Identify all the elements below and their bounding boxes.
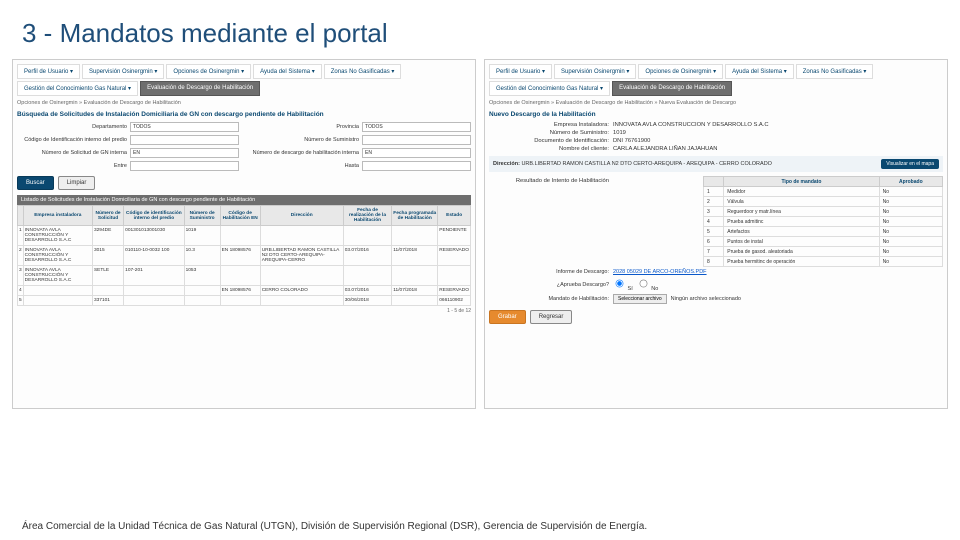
table-row: 5ArtefactosNo — [704, 227, 943, 237]
input-desde[interactable] — [130, 161, 239, 171]
lbl-suministro: Número de Suministro — [249, 137, 359, 143]
lbl-depto: Departamento — [17, 124, 127, 130]
view-map-button[interactable]: Visualizar en el mapa — [881, 159, 939, 169]
pager: 1 - 5 de 12 — [17, 308, 471, 314]
info-line: Nombre del cliente:CARLA ALEJANDRA LIÑAN… — [489, 146, 943, 152]
col-header: Empresa instaladora — [23, 206, 92, 226]
results-table: Empresa instaladoraNúmero de SolicitudCó… — [17, 205, 471, 306]
breadcrumb-left: Opciones de Osinergmin » Evaluación de D… — [17, 100, 471, 106]
menu-zonas[interactable]: Zonas No Gasificadas ▾ — [324, 64, 402, 79]
buscar-button[interactable]: Buscar — [17, 176, 54, 190]
table-row: 6Puntos de instalNo — [704, 237, 943, 247]
col-header: Aprobado — [879, 177, 942, 187]
table-row: 3Reguerdoor y matr.líneaNo — [704, 207, 943, 217]
table-row[interactable]: 4EN 18098576CERRO COLORADO03.07/201611/0… — [18, 286, 471, 296]
lbl-prov: Provincia — [249, 124, 359, 130]
table-row: 8Prueba hermitinc de operaciónNo — [704, 257, 943, 267]
lbl-entre: Entre — [17, 163, 127, 169]
page-title: 3 - Mandatos mediante el portal — [0, 0, 960, 59]
menu-supervision[interactable]: Supervisión Osinergmin ▾ — [82, 64, 164, 79]
menu-ayuda[interactable]: Ayuda del Sistema ▾ — [253, 64, 322, 79]
table-row[interactable]: 1INNOVATA AVLA CONSTRUCCIÓN Y DESARROLLO… — [18, 226, 471, 246]
input-descargo[interactable]: EN — [362, 148, 471, 158]
limpiar-button[interactable]: Limpiar — [58, 176, 96, 190]
mandato-label: Mandato de Habilitación: — [489, 296, 609, 302]
input-hasta[interactable] — [362, 161, 471, 171]
lbl-codigo: Código de Identificación interno del pre… — [17, 137, 127, 143]
input-suministro[interactable] — [362, 135, 471, 145]
menu-opciones-r[interactable]: Opciones de Osinergmin ▾ — [638, 64, 723, 79]
menu-opciones[interactable]: Opciones de Osinergmin ▾ — [166, 64, 251, 79]
right-section-title: Nuevo Descargo de la Habilitación — [489, 111, 943, 118]
addr-text: URB.LIBERTAD RAMON CASTILLA N2 DTO CERTO… — [521, 161, 772, 167]
addr-label: Dirección: — [493, 161, 520, 167]
lbl-descargo: Número de descargo de habilitación inter… — [249, 150, 359, 156]
footer-text: Área Comercial de la Unidad Técnica de G… — [22, 521, 647, 532]
col-header: Código de Habilitación EN — [220, 206, 260, 226]
input-solicitud[interactable]: EN — [130, 148, 239, 158]
col-header: Tipo de mandato — [724, 177, 879, 187]
file-none-text: Ningún archivo seleccionado — [671, 296, 741, 302]
search-section-title: Búsqueda de Solicitudes de Instalación D… — [17, 111, 471, 118]
input-prov[interactable]: TODOS — [362, 122, 471, 132]
input-depto[interactable]: TODOS — [130, 122, 239, 132]
menubar-left: Perfil de Usuario ▾ Supervisión Osinergm… — [17, 64, 471, 96]
col-header — [704, 177, 724, 187]
table-row[interactable]: 3INNOVATA AVLA CONSTRUCCIÓN Y DESARROLLO… — [18, 266, 471, 286]
menu-perfil[interactable]: Perfil de Usuario ▾ — [17, 64, 80, 79]
menu-evaluacion-active[interactable]: Evaluación de Descargo de Habilitación — [140, 81, 260, 96]
right-screenshot: Perfil de Usuario ▾ Supervisión Osinergm… — [484, 59, 948, 409]
table-row[interactable]: 533710130/06/2018066110902 — [18, 296, 471, 306]
col-header: Fecha de realización de la Habilitación — [343, 206, 391, 226]
info-line: Documento de Identificación:DNI 76761900 — [489, 138, 943, 144]
mandatos-table: Tipo de mandatoAprobado 1MedidorNo2Válvu… — [703, 176, 943, 267]
table-row: 1MedidorNo — [704, 187, 943, 197]
col-header: Dirección — [260, 206, 343, 226]
lbl-hasta: Hasta — [249, 163, 359, 169]
table-row[interactable]: 2INNOVATA AVLA CONSTRUCCIÓN Y DESARROLLO… — [18, 246, 471, 266]
menu-ayuda-r[interactable]: Ayuda del Sistema ▾ — [725, 64, 794, 79]
col-header: Fecha programada de Habilitación — [392, 206, 438, 226]
informe-link[interactable]: 2028 05029 DE ARCO-OREÑOS.PDF — [613, 269, 707, 275]
grabar-button[interactable]: Grabar — [489, 310, 526, 324]
lbl-solicitud: Número de Solicitud de GN interna — [17, 150, 127, 156]
left-screenshot: Perfil de Usuario ▾ Supervisión Osinergm… — [12, 59, 476, 409]
radio-no[interactable]: No — [637, 277, 659, 292]
col-header: Número de Suministro — [184, 206, 220, 226]
file-select-button[interactable]: Seleccionar archivo — [613, 294, 667, 304]
col-header: Número de Solicitud — [92, 206, 123, 226]
address-bar: Dirección: URB.LIBERTAD RAMON CASTILLA N… — [489, 156, 943, 172]
menu-zonas-r[interactable]: Zonas No Gasificadas ▾ — [796, 64, 874, 79]
table-caption: Listado de Solicitudes de Instalación Do… — [17, 195, 471, 205]
col-header: Código de identificación interno del pre… — [124, 206, 184, 226]
result-label: Resultado de Intento de Habilitación — [489, 178, 609, 184]
info-line: Número de Suministro:1019 — [489, 130, 943, 136]
table-row: 2VálvulaNo — [704, 197, 943, 207]
regresar-button[interactable]: Regresar — [530, 310, 573, 324]
table-row: 4Prueba admitincNo — [704, 217, 943, 227]
search-form: DepartamentoTODOS ProvinciaTODOS Código … — [17, 122, 471, 171]
menu-evaluacion-active-r[interactable]: Evaluación de Descargo de Habilitación — [612, 81, 732, 96]
menu-supervision-r[interactable]: Supervisión Osinergmin ▾ — [554, 64, 636, 79]
breadcrumb-right: Opciones de Osinergmin » Evaluación de D… — [489, 100, 943, 106]
info-line: Empresa Instaladora:INNOVATA AVLA CONSTR… — [489, 122, 943, 128]
menubar-right: Perfil de Usuario ▾ Supervisión Osinergm… — [489, 64, 943, 96]
informe-label: Informe de Descargo: — [489, 269, 609, 275]
menu-perfil-r[interactable]: Perfil de Usuario ▾ — [489, 64, 552, 79]
table-row: 7Prueba de gasod. aleatoriadaNo — [704, 247, 943, 257]
radio-si[interactable]: Sí — [613, 277, 633, 292]
aprueba-label: ¿Aprueba Descargo? — [489, 282, 609, 288]
menu-gestion[interactable]: Gestión del Conocimiento Gas Natural ▾ — [17, 81, 138, 96]
input-codigo[interactable] — [130, 135, 239, 145]
col-header: Estado — [438, 206, 471, 226]
menu-gestion-r[interactable]: Gestión del Conocimiento Gas Natural ▾ — [489, 81, 610, 96]
